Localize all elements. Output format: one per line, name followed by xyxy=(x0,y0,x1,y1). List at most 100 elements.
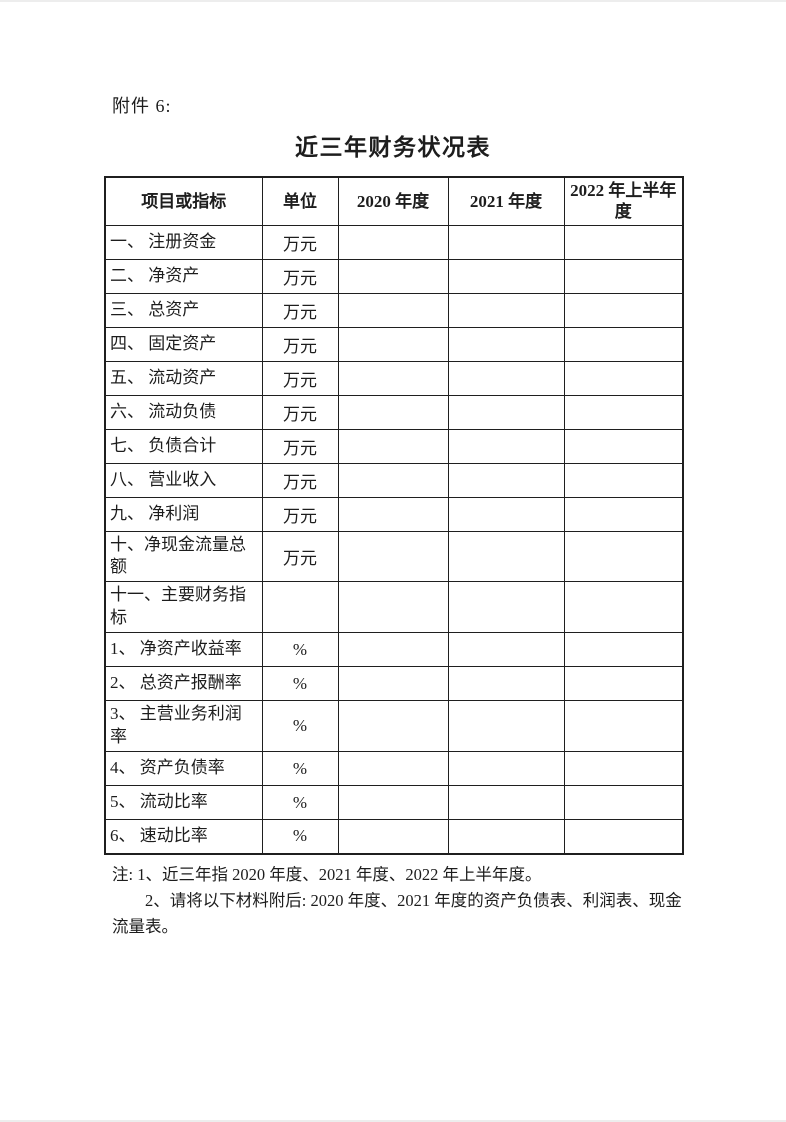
table-row: 三、 总资产 万元 xyxy=(104,292,684,328)
cell-2020 xyxy=(337,785,449,821)
cell-2021 xyxy=(447,785,565,821)
cell-2022-half xyxy=(563,819,684,855)
cell-2021 xyxy=(447,530,565,583)
cell-2022-half xyxy=(563,496,684,532)
cell-2022-half xyxy=(563,581,684,634)
scan-edge-top xyxy=(0,0,786,2)
row-unit: 万元 xyxy=(261,224,339,260)
cell-2021 xyxy=(447,751,565,787)
cell-2022-half xyxy=(563,530,684,583)
row-item-label: 六、 流动负债 xyxy=(104,394,263,430)
column-header-unit: 单位 xyxy=(261,176,339,226)
row-unit xyxy=(261,581,339,634)
row-item-label: 七、 负债合计 xyxy=(104,428,263,464)
row-item-label: 十、净现金流量总额 xyxy=(104,530,263,583)
cell-2022-half xyxy=(563,258,684,294)
row-unit: % xyxy=(261,700,339,753)
row-item-label: 二、 净资产 xyxy=(104,258,263,294)
column-header-2020: 2020 年度 xyxy=(337,176,449,226)
cell-2021 xyxy=(447,326,565,362)
cell-2020 xyxy=(337,666,449,702)
page-title: 近三年财务状况表 xyxy=(295,135,491,160)
cell-2022-half xyxy=(563,360,684,396)
table-row: 四、 固定资产 万元 xyxy=(104,326,684,362)
cell-2022-half xyxy=(563,666,684,702)
table-header-row: 项目或指标 单位 2020 年度 2021 年度 2022 年上半年度 xyxy=(104,176,684,226)
table-body: 一、 注册资金 万元 二、 净资产 万元 xyxy=(104,224,684,855)
table-row: 十、净现金流量总额 万元 xyxy=(104,530,684,583)
cell-2022-half xyxy=(563,428,684,464)
row-unit: 万元 xyxy=(261,360,339,396)
row-item-label: 九、 净利润 xyxy=(104,496,263,532)
row-item-label: 1、 净资产收益率 xyxy=(104,632,263,668)
cell-2021 xyxy=(447,632,565,668)
cell-2020 xyxy=(337,751,449,787)
footnote-2: 2、请将以下材料附后: 2020 年度、2021 年度的资产负债表、利润表、现金… xyxy=(112,890,682,936)
footnote-1: 注: 1、近三年指 2020 年度、2021 年度、2022 年上半年度。 xyxy=(112,862,684,888)
cell-2020 xyxy=(337,700,449,753)
table-row: 八、 营业收入 万元 xyxy=(104,462,684,498)
cell-2022-half xyxy=(563,785,684,821)
row-unit: 万元 xyxy=(261,292,339,328)
cell-2020 xyxy=(337,462,449,498)
cell-2022-half xyxy=(563,292,684,328)
table-row: 6、 速动比率 % xyxy=(104,819,684,855)
row-unit: 万元 xyxy=(261,326,339,362)
cell-2020 xyxy=(337,258,449,294)
cell-2020 xyxy=(337,530,449,583)
row-unit: 万元 xyxy=(261,394,339,430)
row-unit: 万元 xyxy=(261,462,339,498)
table-row: 2、 总资产报酬率 % xyxy=(104,666,684,702)
table-row: 5、 流动比率 % xyxy=(104,785,684,821)
row-unit: % xyxy=(261,632,339,668)
row-item-label: 5、 流动比率 xyxy=(104,785,263,821)
row-item-label: 6、 速动比率 xyxy=(104,819,263,855)
cell-2020 xyxy=(337,632,449,668)
cell-2022-half xyxy=(563,224,684,260)
row-item-label: 三、 总资产 xyxy=(104,292,263,328)
table-row: 七、 负债合计 万元 xyxy=(104,428,684,464)
table-row: 一、 注册资金 万元 xyxy=(104,224,684,260)
cell-2022-half xyxy=(563,751,684,787)
row-unit: % xyxy=(261,666,339,702)
cell-2020 xyxy=(337,428,449,464)
table-row: 五、 流动资产 万元 xyxy=(104,360,684,396)
row-unit: % xyxy=(261,819,339,855)
cell-2021 xyxy=(447,292,565,328)
row-unit: 万元 xyxy=(261,530,339,583)
row-item-label: 十一、主要财务指标 xyxy=(104,581,263,634)
row-item-label: 一、 注册资金 xyxy=(104,224,263,260)
cell-2021 xyxy=(447,700,565,753)
row-item-label: 4、 资产负债率 xyxy=(104,751,263,787)
table-row: 4、 资产负债率 % xyxy=(104,751,684,787)
cell-2022-half xyxy=(563,394,684,430)
row-item-label: 2、 总资产报酬率 xyxy=(104,666,263,702)
cell-2020 xyxy=(337,292,449,328)
cell-2020 xyxy=(337,224,449,260)
row-unit: 万元 xyxy=(261,428,339,464)
cell-2021 xyxy=(447,666,565,702)
row-item-label: 四、 固定资产 xyxy=(104,326,263,362)
column-header-2021: 2021 年度 xyxy=(447,176,565,226)
cell-2021 xyxy=(447,496,565,532)
table-row: 六、 流动负债 万元 xyxy=(104,394,684,430)
financial-status-table: 项目或指标 单位 2020 年度 2021 年度 2022 年上半年度 一、 注… xyxy=(104,176,684,855)
scan-edge-bottom xyxy=(0,1120,786,1122)
cell-2022-half xyxy=(563,632,684,668)
cell-2021 xyxy=(447,462,565,498)
cell-2020 xyxy=(337,581,449,634)
cell-2021 xyxy=(447,224,565,260)
cell-2020 xyxy=(337,326,449,362)
table-header: 项目或指标 单位 2020 年度 2021 年度 2022 年上半年度 xyxy=(104,176,684,226)
attachment-label: 附件 6: xyxy=(112,96,172,116)
row-unit: 万元 xyxy=(261,496,339,532)
table-row: 1、 净资产收益率 % xyxy=(104,632,684,668)
cell-2021 xyxy=(447,258,565,294)
column-header-2022-half: 2022 年上半年度 xyxy=(563,176,684,226)
document-content: 附件 6: 近三年财务状况表 项目或指标 单位 2020 年度 2021 年度 … xyxy=(104,0,684,940)
row-unit: % xyxy=(261,785,339,821)
table-row: 九、 净利润 万元 xyxy=(104,496,684,532)
row-item-label: 八、 营业收入 xyxy=(104,462,263,498)
cell-2021 xyxy=(447,360,565,396)
